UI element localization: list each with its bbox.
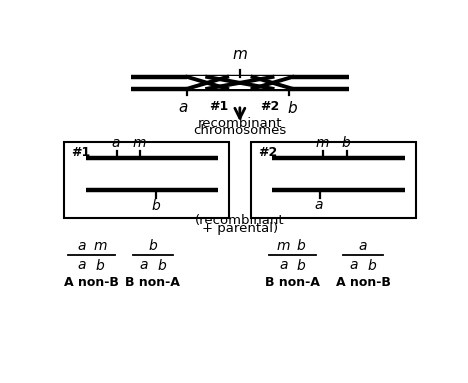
Text: A non-B: A non-B bbox=[336, 276, 391, 289]
Text: $b$: $b$ bbox=[296, 238, 307, 253]
Text: $m$: $m$ bbox=[232, 47, 248, 62]
Text: $b$: $b$ bbox=[151, 198, 161, 213]
Text: $a$: $a$ bbox=[178, 100, 189, 115]
Text: #2: #2 bbox=[260, 100, 279, 113]
Text: $b$: $b$ bbox=[287, 100, 298, 116]
Bar bbox=[64, 142, 229, 218]
Text: $a$: $a$ bbox=[358, 239, 368, 253]
Text: $a$: $a$ bbox=[111, 136, 121, 150]
Text: $a$: $a$ bbox=[278, 258, 288, 272]
Text: $b$: $b$ bbox=[296, 258, 307, 273]
Bar bbox=[253, 76, 292, 89]
Text: $a$: $a$ bbox=[139, 258, 148, 272]
Text: $m$: $m$ bbox=[93, 239, 108, 253]
Text: $m$: $m$ bbox=[276, 239, 291, 253]
Bar bbox=[251, 142, 416, 218]
Text: (recombinant: (recombinant bbox=[195, 214, 285, 228]
Text: #1: #1 bbox=[209, 100, 228, 113]
Text: A non-B: A non-B bbox=[64, 276, 118, 289]
Text: #1: #1 bbox=[71, 146, 90, 159]
Text: $a$: $a$ bbox=[349, 258, 359, 272]
Text: $a$: $a$ bbox=[77, 239, 87, 253]
Text: $m$: $m$ bbox=[132, 136, 146, 150]
Text: $b$: $b$ bbox=[157, 258, 167, 273]
Text: chromosomes: chromosomes bbox=[193, 124, 286, 137]
Text: $b$: $b$ bbox=[341, 135, 351, 150]
Text: B non-A: B non-A bbox=[265, 276, 320, 289]
Text: $b$: $b$ bbox=[367, 258, 377, 273]
Bar bbox=[221, 76, 258, 89]
Text: $b$: $b$ bbox=[95, 258, 105, 273]
Text: $b$: $b$ bbox=[148, 238, 158, 253]
Text: B non-A: B non-A bbox=[125, 276, 180, 289]
Text: $m$: $m$ bbox=[315, 136, 330, 150]
Text: $a$: $a$ bbox=[314, 198, 324, 213]
Bar bbox=[187, 76, 227, 89]
Text: recombinant: recombinant bbox=[197, 117, 282, 130]
Text: + parental): + parental) bbox=[202, 222, 278, 235]
Text: #2: #2 bbox=[258, 146, 277, 159]
Text: $a$: $a$ bbox=[77, 258, 87, 272]
